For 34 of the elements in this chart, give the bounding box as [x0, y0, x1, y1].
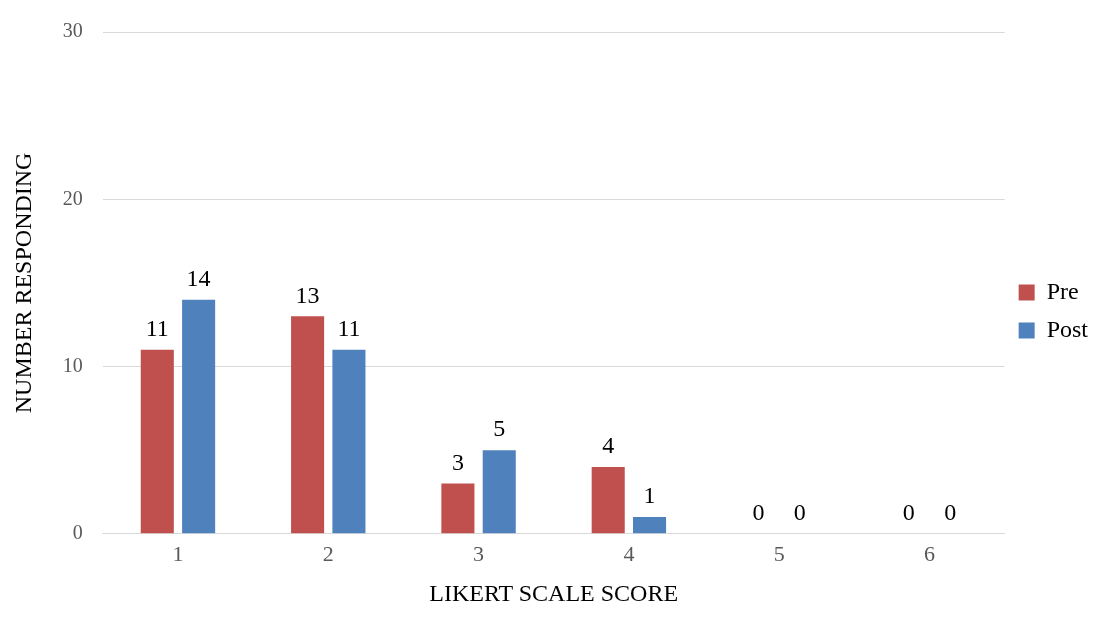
data-label: 1: [643, 482, 656, 509]
x-tick-label: 4: [623, 540, 635, 566]
y-tick-label: 10: [62, 353, 83, 376]
data-label: 4: [602, 432, 615, 459]
y-tick-label: 0: [72, 521, 83, 544]
data-label: 14: [186, 264, 211, 291]
legend-label: Pre: [1046, 277, 1079, 304]
legend-label: Post: [1046, 315, 1089, 342]
data-label: 5: [493, 415, 506, 442]
y-tick-label: 20: [62, 186, 83, 209]
data-label: 3: [451, 448, 464, 475]
data-label: 0: [944, 499, 957, 526]
bar: [482, 450, 516, 534]
x-tick-label: 5: [773, 540, 785, 566]
bar: [591, 466, 625, 534]
bar: [140, 349, 174, 534]
y-tick-label: 30: [62, 19, 83, 42]
data-label: 0: [793, 499, 806, 526]
y-axis-title: NUMBER RESPONDING: [9, 152, 36, 414]
x-tick-label: 1: [172, 540, 184, 566]
x-tick-label: 6: [923, 540, 935, 566]
bar: [182, 299, 216, 534]
bar: [291, 316, 325, 534]
bar: [332, 349, 366, 534]
data-label: 0: [902, 499, 915, 526]
x-axis-title: LIKERT SCALE SCORE: [429, 579, 679, 606]
bar: [633, 517, 667, 534]
data-label: 11: [337, 315, 361, 342]
data-label: 13: [295, 281, 320, 308]
x-tick-label: 2: [322, 540, 334, 566]
bar: [441, 483, 475, 534]
data-label: 11: [145, 315, 169, 342]
data-label: 0: [752, 499, 765, 526]
x-tick-label: 3: [473, 540, 485, 566]
